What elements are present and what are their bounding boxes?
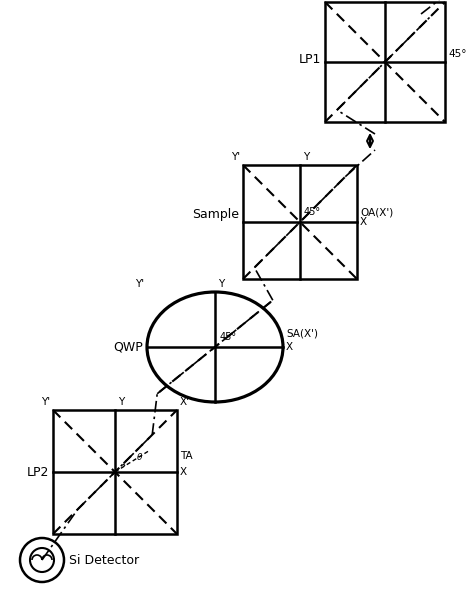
Text: Y': Y' [41,397,50,407]
Text: Y: Y [118,397,124,407]
Text: X: X [360,217,367,227]
Text: LP1: LP1 [299,53,321,66]
Text: X: X [286,342,293,352]
Text: Y': Y' [135,279,144,289]
Text: Y: Y [218,279,224,289]
Text: 45°: 45° [448,49,466,59]
Text: QWP: QWP [113,340,143,353]
Text: 45°: 45° [220,332,237,342]
Text: Y': Y' [231,152,240,162]
Text: Y: Y [303,152,309,162]
Text: θ: θ [137,452,143,462]
Text: LP2: LP2 [27,465,49,478]
Text: OA(X'): OA(X') [360,207,393,217]
Text: TA: TA [180,451,192,461]
Text: 45°: 45° [304,207,321,217]
Text: X: X [180,467,187,477]
Text: X': X' [180,397,190,407]
Text: SA(X'): SA(X') [286,328,318,338]
Text: Si Detector: Si Detector [69,554,139,567]
Text: Sample: Sample [192,208,239,220]
